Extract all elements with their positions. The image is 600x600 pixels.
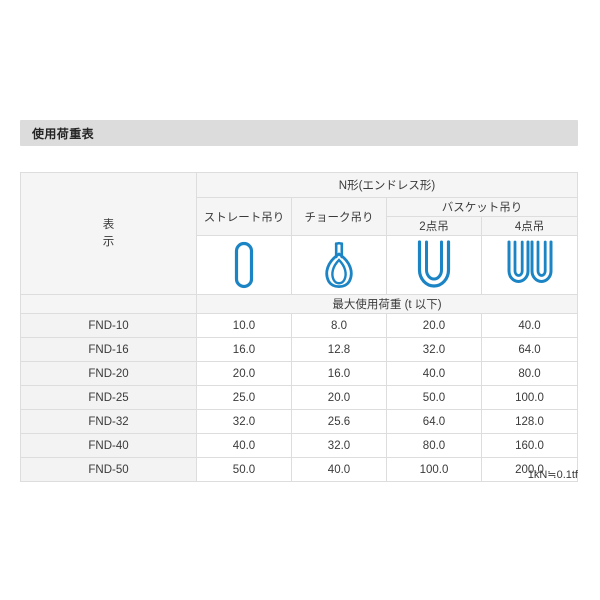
row-0-straight: 10.0 <box>196 313 292 338</box>
row-3-basket4: 100.0 <box>480 385 579 410</box>
row-0-choke: 8.0 <box>291 313 387 338</box>
row-2-basket4: 80.0 <box>480 361 579 386</box>
column-header-basket-4point: 4点吊 <box>480 216 579 236</box>
icon-cell-basket-2point <box>386 235 482 295</box>
choke-sling-icon <box>325 241 353 289</box>
icon-cell-straight <box>196 235 292 295</box>
table-row: FND-25 25.0 20.0 50.0 100.0 <box>20 385 579 410</box>
table-row: FND-50 50.0 40.0 100.0 200.0 <box>20 457 579 482</box>
row-model-3: FND-25 <box>20 385 197 410</box>
row-6-choke: 40.0 <box>291 457 387 482</box>
row-1-choke: 12.8 <box>291 337 387 362</box>
header-row-icons <box>21 235 579 295</box>
row-4-basket4: 128.0 <box>480 409 579 434</box>
basket-2point-sling-icon <box>417 240 451 288</box>
column-header-basket-2point: 2点吊 <box>386 216 482 236</box>
header-row-capacity: 最大使用荷重 (t 以下) <box>20 294 579 314</box>
row-3-basket2: 50.0 <box>386 385 482 410</box>
straight-sling-icon <box>234 241 254 289</box>
row-3-choke: 20.0 <box>291 385 387 410</box>
row-1-straight: 16.0 <box>196 337 292 362</box>
row-5-choke: 32.0 <box>291 433 387 458</box>
row-model-0: FND-10 <box>20 313 197 338</box>
row-5-straight: 40.0 <box>196 433 292 458</box>
row-model-2: FND-20 <box>20 361 197 386</box>
capacity-header: 最大使用荷重 (t 以下) <box>195 294 579 314</box>
table-row: FND-10 10.0 8.0 20.0 40.0 <box>20 313 579 338</box>
row-4-choke: 25.6 <box>291 409 387 434</box>
column-header-straight: ストレート吊り <box>196 197 292 236</box>
row-1-basket2: 32.0 <box>386 337 482 362</box>
row-6-basket2: 100.0 <box>386 457 482 482</box>
header-row-group: 表 示 N形(エンドレス形) <box>20 172 579 295</box>
row-4-straight: 32.0 <box>196 409 292 434</box>
row-2-straight: 20.0 <box>196 361 292 386</box>
row-2-choke: 16.0 <box>291 361 387 386</box>
icon-cell-choke <box>291 235 387 295</box>
label-column-header-line1: 表 <box>102 218 115 231</box>
column-header-choke: チョーク吊り <box>291 197 387 236</box>
label-column-header: 表 示 <box>20 172 197 295</box>
table-row: FND-20 20.0 16.0 40.0 80.0 <box>20 361 579 386</box>
page-title: 使用荷重表 <box>32 126 95 141</box>
row-6-straight: 50.0 <box>196 457 292 482</box>
table-row: FND-16 16.0 12.8 32.0 64.0 <box>20 337 579 362</box>
row-3-straight: 25.0 <box>196 385 292 410</box>
load-capacity-table: 表 示 N形(エンドレス形) ストレート吊り チョーク吊り バスケット吊り 2点… <box>20 172 579 482</box>
row-model-1: FND-16 <box>20 337 197 362</box>
row-0-basket2: 20.0 <box>386 313 482 338</box>
row-model-4: FND-32 <box>20 409 197 434</box>
row-1-basket4: 64.0 <box>480 337 579 362</box>
label-column-header-line2: 示 <box>102 235 115 248</box>
table-header: 表 示 N形(エンドレス形) ストレート吊り チョーク吊り バスケット吊り 2点… <box>20 172 579 314</box>
row-5-basket2: 80.0 <box>386 433 482 458</box>
row-0-basket4: 40.0 <box>480 313 579 338</box>
section-title-bar: 使用荷重表 <box>20 120 578 146</box>
load-table-container: 表 示 N形(エンドレス形) ストレート吊り チョーク吊り バスケット吊り 2点… <box>20 172 579 482</box>
table-body: FND-10 10.0 8.0 20.0 40.0 FND-16 16.0 12… <box>20 313 579 482</box>
column-header-basket-group: バスケット吊り <box>385 197 579 217</box>
table-row: FND-32 32.0 25.6 64.0 128.0 <box>20 409 579 434</box>
basket-4point-sling-icon <box>507 240 553 283</box>
unit-footnote: 1kN≒0.1tf <box>527 469 578 481</box>
row-5-basket4: 160.0 <box>480 433 579 458</box>
icon-cell-basket-4point <box>480 235 579 295</box>
row-6-basket4: 200.0 <box>480 457 579 482</box>
group-header-n-type: N形(エンドレス形) <box>195 172 579 198</box>
capacity-label-spacer <box>20 294 197 314</box>
row-4-basket2: 64.0 <box>386 409 482 434</box>
row-2-basket2: 40.0 <box>386 361 482 386</box>
table-row: FND-40 40.0 32.0 80.0 160.0 <box>20 433 579 458</box>
header-row-basket-points: 2点吊 4点吊 <box>21 216 579 236</box>
row-model-5: FND-40 <box>20 433 197 458</box>
row-model-6: FND-50 <box>20 457 197 482</box>
